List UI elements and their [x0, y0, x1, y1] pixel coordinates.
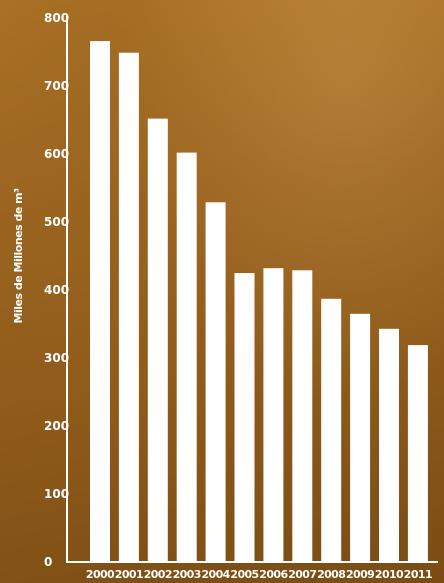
- bar: [176, 152, 197, 562]
- y-tick-label: 300: [44, 351, 69, 365]
- bar: [205, 202, 226, 563]
- y-tick-label: 400: [44, 283, 69, 297]
- x-tick-label: 2005: [230, 568, 258, 581]
- bar: [90, 41, 110, 563]
- x-axis-labels: 2000 2001 2002 2003 2004 2005 2006 2007 2008 2009…: [86, 568, 433, 581]
- bar: [263, 268, 284, 562]
- y-tick-label: 100: [44, 487, 69, 501]
- x-tick-label: 2011: [404, 568, 432, 581]
- x-tick-label: 2004: [201, 568, 230, 581]
- x-tick-label: 2001: [115, 568, 143, 581]
- bar: [321, 298, 342, 562]
- x-tick-label: 2009: [346, 568, 374, 581]
- x-tick-label: 2007: [288, 568, 316, 581]
- bar: [147, 118, 168, 562]
- bar: [234, 273, 255, 562]
- x-tick-label: 2010: [375, 568, 404, 581]
- x-tick-label: 2008: [317, 568, 345, 581]
- y-tick-label: 600: [44, 147, 69, 161]
- x-tick-label: 2003: [173, 568, 201, 581]
- y-tick-label: 800: [44, 11, 69, 25]
- y-axis-ticks: 0 100 200 300 400 500 600 700 800: [44, 11, 69, 569]
- bar: [350, 313, 371, 562]
- y-tick-label: 700: [44, 79, 69, 93]
- bar: [292, 270, 313, 562]
- x-tick-label: 2002: [144, 568, 172, 581]
- x-tick-label: 2000: [86, 568, 115, 581]
- bar: [379, 328, 399, 562]
- y-axis-title: Miles de Millones de m³: [12, 188, 25, 324]
- y-tick-label: 0: [44, 555, 52, 569]
- y-tick-label: 500: [44, 215, 69, 229]
- bar: [407, 345, 428, 562]
- y-tick-label: 200: [44, 419, 69, 433]
- x-tick-label: 2006: [259, 568, 288, 581]
- bar-series: [90, 41, 428, 563]
- bar: [118, 52, 139, 562]
